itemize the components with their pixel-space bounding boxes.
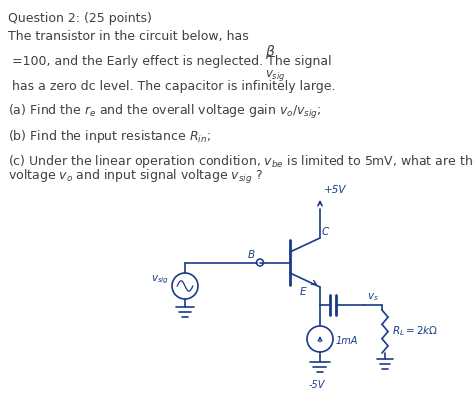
Text: Question 2: (25 points): Question 2: (25 points) (8, 12, 152, 25)
Text: The transistor in the circuit below, has: The transistor in the circuit below, has (8, 30, 249, 43)
Text: B: B (248, 250, 255, 260)
Text: $v_s$: $v_s$ (367, 291, 379, 303)
Text: +5V: +5V (324, 185, 346, 195)
Text: 1mA: 1mA (336, 336, 358, 346)
Text: C: C (322, 227, 329, 237)
Text: voltage $v_o$ and input signal voltage $v_{sig}$ ?: voltage $v_o$ and input signal voltage $… (8, 168, 263, 186)
Text: -5V: -5V (309, 380, 325, 390)
Text: (a) Find the $r_e$ and the overall voltage gain $v_o/v_{sig}$;: (a) Find the $r_e$ and the overall volta… (8, 103, 322, 121)
Text: =100, and the Early effect is neglected. The signal: =100, and the Early effect is neglected.… (8, 55, 332, 68)
Text: (c) Under the linear operation condition, $v_{be}$ is limited to 5mV, what are t: (c) Under the linear operation condition… (8, 153, 474, 170)
Text: $v_{sig}$: $v_{sig}$ (151, 273, 169, 286)
Text: $\beta$: $\beta$ (265, 43, 275, 61)
Text: (b) Find the input resistance $R_{in}$;: (b) Find the input resistance $R_{in}$; (8, 128, 211, 145)
Text: $v_{sig}$: $v_{sig}$ (265, 68, 285, 83)
Text: has a zero dc level. The capacitor is infinitely large.: has a zero dc level. The capacitor is in… (8, 80, 336, 93)
Text: E: E (300, 287, 307, 297)
Text: $R_L = 2k\Omega$: $R_L = 2k\Omega$ (392, 325, 438, 339)
